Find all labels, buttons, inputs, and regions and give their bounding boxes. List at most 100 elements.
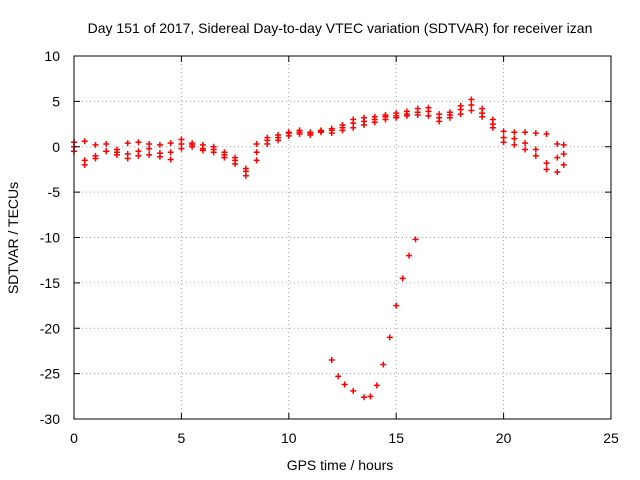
y-tick-label: 0 <box>52 139 60 155</box>
data-point <box>167 156 174 163</box>
data-point <box>436 114 443 121</box>
data-point <box>167 140 174 147</box>
x-tick-label: 15 <box>388 430 404 446</box>
data-point <box>489 121 496 128</box>
data-point <box>560 151 567 158</box>
data-point <box>178 141 185 148</box>
data-point <box>124 140 131 147</box>
data-point <box>406 252 413 259</box>
x-tick-label: 25 <box>603 430 619 446</box>
data-point <box>210 146 217 153</box>
data-point <box>275 134 282 141</box>
data-point <box>92 152 99 159</box>
data-point <box>371 116 378 123</box>
data-point <box>92 141 99 148</box>
data-point <box>113 151 120 158</box>
data-point <box>360 118 367 125</box>
data-point <box>146 145 153 152</box>
y-tick-label: -10 <box>40 230 60 246</box>
data-point <box>232 157 239 164</box>
chart-title: Day 151 of 2017, Sidereal Day-to-day VTE… <box>88 20 593 36</box>
data-point <box>522 140 529 147</box>
data-point <box>511 135 518 142</box>
data-point <box>500 134 507 141</box>
x-tick-label: 10 <box>281 430 297 446</box>
y-tick-label: -15 <box>40 275 60 291</box>
data-point <box>341 381 348 388</box>
data-point <box>522 129 529 136</box>
data-point <box>373 382 380 389</box>
axis-ticks: 0 5 10 15 20 25 -30 -25 -20 -15 -10 -5 0 5 10 <box>40 48 619 446</box>
data-point <box>554 169 561 176</box>
data-point <box>380 361 387 368</box>
series-track-d <box>328 236 419 401</box>
y-tick-label: 5 <box>52 93 60 109</box>
data-point <box>393 112 400 119</box>
data-point <box>135 139 142 146</box>
data-point <box>414 109 421 116</box>
data-point <box>339 124 346 131</box>
data-point <box>511 141 518 148</box>
data-point <box>446 111 453 118</box>
data-point <box>543 131 550 138</box>
data-point <box>156 141 163 148</box>
data-point <box>135 148 142 155</box>
y-tick-label: -20 <box>40 320 60 336</box>
data-point <box>318 128 325 135</box>
data-point <box>386 334 393 341</box>
data-point <box>253 149 260 156</box>
plot-border <box>73 55 612 420</box>
data-point <box>468 102 475 109</box>
data-point <box>253 141 260 148</box>
data-point <box>307 131 314 138</box>
x-tick-label: 5 <box>178 430 186 446</box>
grid <box>74 56 611 419</box>
data-points <box>71 96 567 401</box>
y-tick-label: -25 <box>40 366 60 382</box>
data-point <box>103 148 110 155</box>
data-point <box>511 129 518 136</box>
data-point <box>242 168 249 175</box>
data-point <box>81 138 88 145</box>
data-point <box>253 157 260 164</box>
data-point <box>328 357 335 364</box>
data-point <box>124 155 131 162</box>
data-point <box>479 110 486 117</box>
data-point <box>146 151 153 158</box>
data-point <box>554 141 561 148</box>
x-axis-label: GPS time / hours <box>287 457 394 473</box>
series-track-c <box>71 102 567 175</box>
data-point <box>532 146 539 153</box>
data-point <box>468 107 475 114</box>
data-point <box>360 394 367 401</box>
data-point <box>199 145 206 152</box>
data-point <box>522 146 529 153</box>
data-point <box>425 108 432 115</box>
data-point <box>500 128 507 135</box>
data-point <box>468 96 475 103</box>
data-point <box>167 149 174 156</box>
data-point <box>543 160 550 167</box>
y-tick-label: -5 <box>48 184 61 200</box>
data-point <box>532 130 539 137</box>
data-point <box>399 275 406 282</box>
data-point <box>296 129 303 136</box>
data-point <box>560 161 567 168</box>
data-point <box>532 152 539 159</box>
data-point <box>560 141 567 148</box>
data-point <box>412 236 419 243</box>
data-point <box>393 302 400 309</box>
data-point <box>382 113 389 120</box>
y-axis-label: SDTVAR / TECUs <box>5 182 21 294</box>
data-point <box>350 120 357 127</box>
data-point <box>554 154 561 161</box>
x-tick-label: 20 <box>496 430 512 446</box>
data-point <box>103 141 110 148</box>
y-tick-label: 10 <box>44 48 60 64</box>
data-point <box>350 387 357 394</box>
data-point <box>457 106 464 113</box>
data-point <box>335 373 342 380</box>
data-point <box>543 166 550 173</box>
series-track-a <box>71 96 567 172</box>
